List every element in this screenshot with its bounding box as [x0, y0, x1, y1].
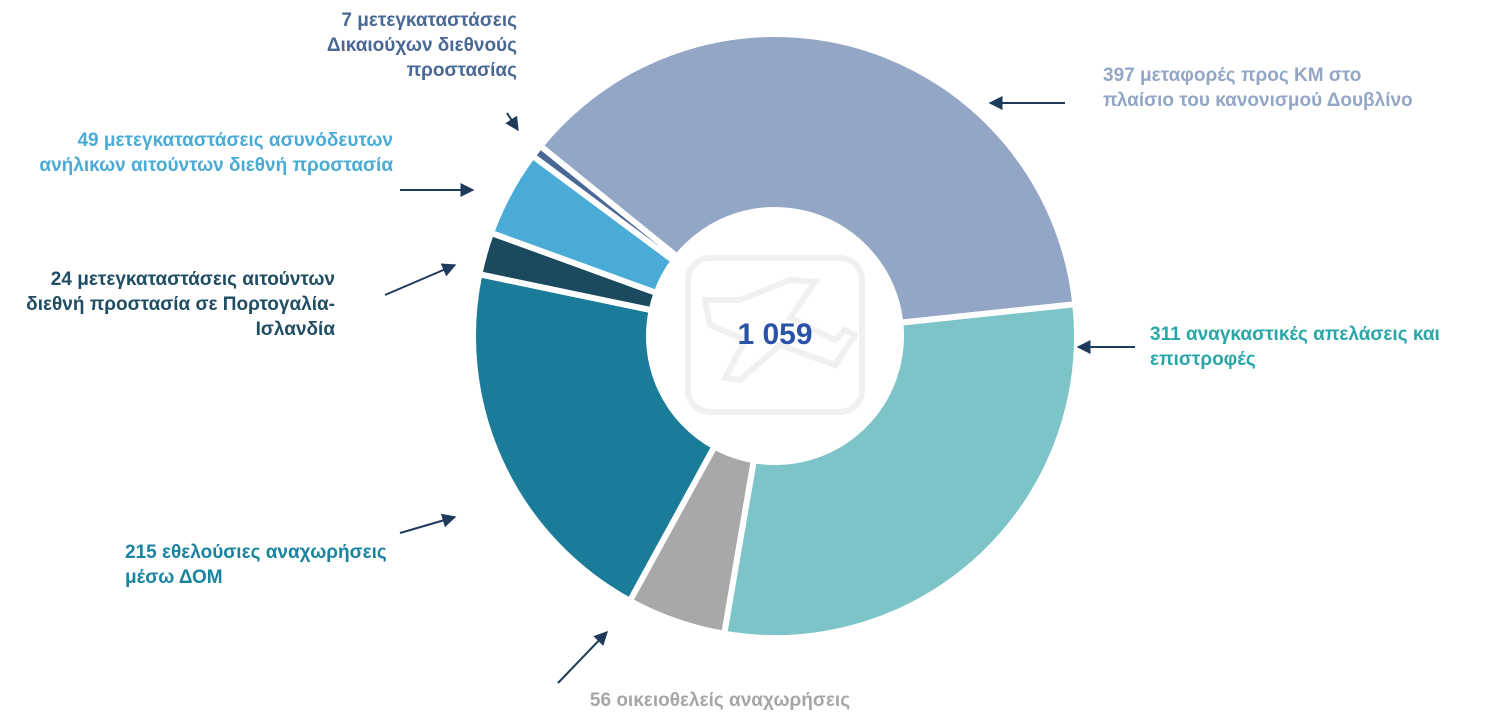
slices: [470, 31, 1080, 641]
slice-value: 49: [77, 130, 99, 151]
slice-label: 24 μετεγκαταστάσεις αιτούντων διεθνή προ…: [5, 267, 335, 342]
slice-category: οικειοθελείς αναχωρήσεις: [616, 690, 851, 711]
arrow: [384, 263, 457, 296]
slice-category: αναγκαστικές απελάσεις και επιστροφές: [1150, 324, 1440, 370]
slice-label: 311 αναγκαστικές απελάσεις και επιστροφέ…: [1150, 322, 1500, 372]
total-label: 1 059: [737, 318, 812, 351]
arrow: [505, 112, 519, 132]
slice-category: μετεγκαταστάσεις ασυνόδευτων ανήλικων αι…: [39, 130, 393, 176]
slice-label: 215 εθελούσιες αναχωρήσεις μέσω ΔΟΜ: [125, 540, 435, 590]
slice: [721, 301, 1080, 641]
slice-value: 311: [1150, 324, 1181, 345]
arrow: [399, 513, 457, 534]
slice-value: 56: [589, 690, 612, 711]
slice-category: μετεγκαταστάσεις αιτούντων διεθνή προστα…: [26, 269, 335, 340]
slice-category: εθελούσιες αναχωρήσεις μέσω ΔΟΜ: [125, 542, 387, 588]
slice-label: 397 μεταφορές προς ΚΜ στο πλαίσιο του κα…: [1103, 63, 1433, 113]
center-icon: [685, 255, 865, 415]
slice-value: 215: [125, 542, 157, 563]
slice-value: 7: [341, 10, 352, 31]
slice: [470, 271, 718, 604]
arrows: [384, 96, 1135, 684]
slice-value: 24: [50, 269, 72, 290]
slice-label: 7 μετεγκαταστάσεις Δικαιούχων διεθνούς π…: [257, 8, 517, 83]
slice: [529, 142, 681, 264]
arrow: [557, 630, 608, 684]
slice-category: μετεγκαταστάσεις Δικαιούχων διεθνούς προ…: [326, 10, 517, 81]
slice-label: 49 μετεγκαταστάσεις ασυνόδευτων ανήλικων…: [23, 128, 393, 178]
slice-label: 56 οικειοθελείς αναχωρήσεις: [520, 688, 920, 713]
slice-category: μεταφορές προς ΚΜ στο πλαίσιο του κανονι…: [1103, 65, 1413, 111]
slice-value: 397: [1103, 65, 1135, 86]
